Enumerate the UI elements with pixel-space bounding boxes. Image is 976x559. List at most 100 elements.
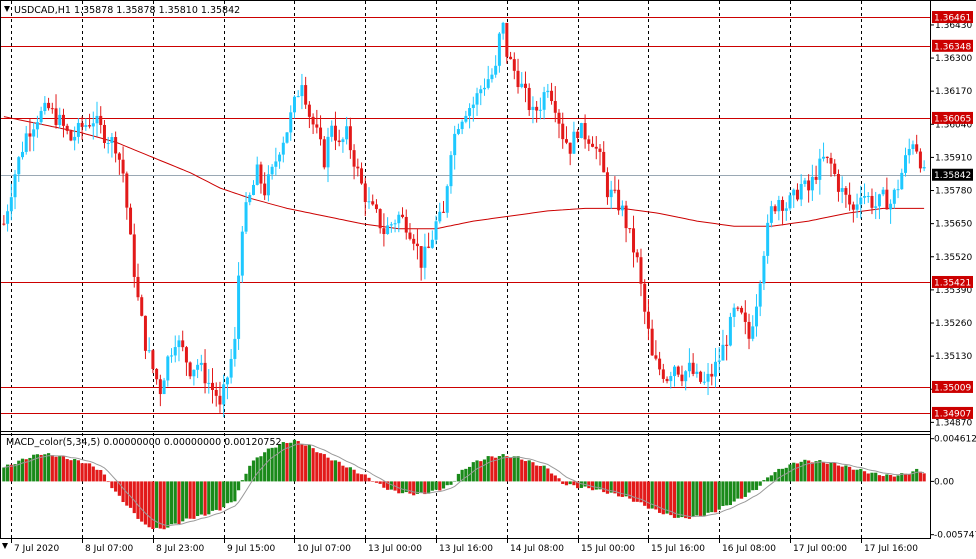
- macd-bar: [851, 469, 855, 482]
- candle-bull: [728, 316, 732, 346]
- candle-bull: [706, 373, 710, 382]
- candle-bull: [449, 155, 453, 187]
- macd-bar: [650, 481, 654, 509]
- macd-bar: [769, 475, 773, 482]
- candle-bull: [84, 125, 88, 127]
- macd-bar: [475, 460, 479, 482]
- level-price-tag-label: 1.35421: [934, 278, 971, 288]
- macd-bar: [684, 481, 688, 519]
- candle-bear: [80, 122, 84, 127]
- candle-bull: [13, 174, 17, 198]
- macd-bar: [821, 462, 826, 482]
- candle-bull: [147, 350, 151, 352]
- macd-bar: [825, 463, 829, 482]
- macd-bar: [900, 473, 904, 482]
- macd-bar: [125, 481, 129, 506]
- candle-bear: [155, 368, 159, 380]
- current-price-tag: [932, 168, 973, 181]
- candle-bull: [572, 131, 576, 154]
- macd-bar: [564, 481, 569, 486]
- macd-bar: [229, 481, 233, 503]
- macd-bar: [389, 481, 393, 490]
- candle-bull: [460, 121, 464, 130]
- candle-bear: [50, 108, 54, 110]
- candle-bear: [136, 276, 140, 298]
- macd-bar: [348, 467, 352, 482]
- candle-bull: [579, 123, 583, 138]
- candle-bull: [162, 380, 166, 395]
- macd-bar: [266, 448, 270, 482]
- macd-bar: [374, 481, 379, 483]
- candle-bear: [639, 257, 643, 284]
- candle-bull: [6, 211, 10, 224]
- candle-bull: [907, 148, 911, 156]
- macd-bar: [844, 465, 848, 482]
- candle-bull: [542, 92, 546, 110]
- candle-bull: [166, 356, 170, 381]
- macd-bar: [572, 481, 576, 486]
- candle-bull: [803, 180, 807, 185]
- macd-bar: [590, 481, 595, 491]
- macd-bar: [2, 467, 6, 482]
- y-tick-label: 1.35390: [935, 286, 972, 296]
- macd-bar: [61, 456, 66, 482]
- collapse-triangle-icon[interactable]: [4, 6, 10, 12]
- macd-bar: [318, 453, 323, 482]
- candle-bull: [777, 199, 781, 212]
- macd-bar: [661, 481, 665, 515]
- macd-bar: [751, 481, 755, 491]
- macd-bar: [553, 475, 557, 482]
- candle-bull: [255, 164, 259, 185]
- macd-bar: [617, 481, 621, 497]
- candle-bear: [509, 56, 513, 60]
- macd-bar: [922, 473, 926, 482]
- candle-bear: [505, 22, 509, 57]
- candle-bull: [881, 189, 885, 195]
- macd-bar: [848, 466, 852, 482]
- candle-bear: [646, 311, 650, 329]
- candle-bull: [673, 366, 677, 377]
- macd-bar: [639, 481, 643, 503]
- macd-bar: [762, 480, 766, 482]
- candle-bear: [725, 344, 729, 346]
- candle-bull: [922, 167, 926, 169]
- macd-bar: [702, 481, 706, 516]
- candle-bear: [617, 189, 621, 211]
- macd-bar: [803, 459, 807, 482]
- candle-bear: [427, 246, 431, 248]
- macd-bar: [482, 459, 487, 482]
- macd-bar: [605, 481, 610, 494]
- candle-bull: [199, 362, 203, 365]
- x-tick-label: 13 Jul 16:00: [439, 544, 493, 554]
- candle-bear: [564, 139, 568, 143]
- current-price-tag-label: 1.35842: [934, 171, 971, 181]
- macd-bar: [494, 457, 498, 482]
- macd-bar: [17, 460, 21, 482]
- x-tick-label: 17 Jul 00:00: [793, 544, 847, 554]
- macd-bar: [87, 463, 92, 482]
- macd-bar: [915, 468, 919, 482]
- candle-bear: [661, 369, 665, 379]
- macd-bar: [181, 481, 185, 522]
- candle-bear: [442, 211, 446, 213]
- candle-bull: [20, 151, 24, 158]
- candle-bear: [512, 59, 516, 71]
- candle-bull: [73, 136, 77, 141]
- candle-bull: [192, 369, 196, 377]
- candle-bear: [773, 206, 777, 212]
- macd-bar: [240, 480, 244, 482]
- candle-bull: [17, 157, 21, 175]
- macd-bar: [579, 481, 583, 488]
- candle-bear: [628, 228, 632, 230]
- candle-bull: [281, 142, 285, 155]
- macd-bar: [624, 481, 628, 497]
- macd-bar: [646, 481, 651, 509]
- candle-bull: [296, 96, 300, 98]
- candle-bear: [665, 378, 669, 382]
- level-price-tag-label: 1.36348: [934, 42, 971, 52]
- candle-bear: [740, 307, 744, 313]
- scroll-arrow-icon[interactable]: [2, 543, 8, 549]
- candle-bear: [915, 144, 919, 152]
- level-price-tag: [932, 380, 973, 393]
